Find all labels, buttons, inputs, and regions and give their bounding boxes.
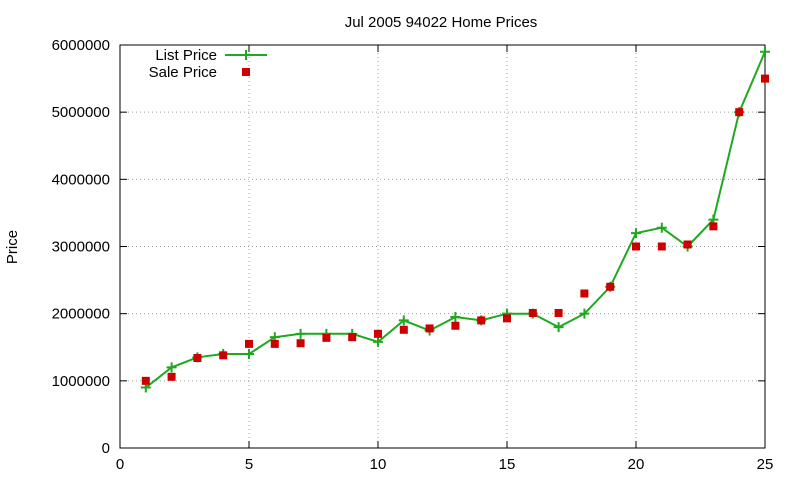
sale-price-point [735, 108, 744, 117]
sale-price-point [451, 321, 460, 330]
sale-price-point [761, 74, 769, 83]
sale-price-point [709, 222, 718, 231]
sale-price-point [167, 372, 176, 381]
list-price-point [579, 308, 590, 319]
sale-price-point [683, 240, 692, 249]
y-tick-label: 4000000 [52, 171, 110, 188]
sale-price-point [322, 333, 331, 342]
sale-price-point [296, 339, 305, 348]
legend-plus-swatch [241, 50, 251, 60]
list-price-point [244, 348, 254, 359]
list-price-point [760, 46, 770, 57]
sale-price-point [193, 353, 202, 362]
x-tick-label: 0 [116, 456, 124, 473]
y-tick-label: 0 [102, 440, 110, 457]
x-tick-label: 5 [245, 456, 253, 473]
sale-price-point [554, 308, 563, 317]
list-price-point [373, 336, 383, 347]
sale-price-point [632, 242, 640, 251]
series-layer [140, 46, 770, 393]
x-tick-label: 15 [499, 456, 516, 473]
legend-square-swatch [242, 68, 250, 76]
sale-price-point [374, 329, 382, 338]
y-tick-label: 1000000 [52, 373, 110, 390]
legend-label: Sale Price [149, 64, 217, 81]
list-price-point [450, 312, 461, 323]
sale-price-point [425, 324, 434, 333]
y-axis-label: Price [4, 230, 21, 264]
chart-title: Jul 2005 94022 Home Prices [345, 14, 538, 31]
x-tick-label: 10 [370, 456, 387, 473]
sale-price-point [477, 316, 486, 325]
ticks-layer: 0 1000000 2000000 3000000 4000000 5000000 6000… [52, 37, 774, 473]
y-tick-label: 5000000 [52, 104, 110, 121]
list-price-point [656, 222, 667, 233]
y-tick-label: 2000000 [52, 306, 110, 323]
sale-price-point [245, 339, 253, 348]
sale-price-point [399, 325, 408, 334]
list-price-point [166, 362, 177, 373]
sale-price-point [270, 339, 279, 348]
y-tick-label: 6000000 [52, 37, 110, 54]
sale-price-point [606, 282, 615, 291]
sale-price-point [580, 289, 589, 298]
list-price-point [631, 228, 641, 239]
sale-price-point [528, 308, 537, 317]
grid-layer [120, 45, 765, 448]
legend-label: List Price [155, 47, 217, 64]
sale-price-point [503, 314, 511, 323]
y-tick-label: 3000000 [52, 239, 110, 256]
sale-price-point [348, 333, 357, 342]
x-tick-label: 20 [628, 456, 645, 473]
list-price-point [553, 322, 564, 333]
sale-price-point [141, 376, 150, 385]
sale-price-point [657, 242, 666, 251]
list-price-point [398, 315, 409, 326]
sale-price-point [219, 351, 228, 360]
list-price-point [295, 328, 306, 339]
series-line-list-price [145, 51, 766, 389]
x-tick-label: 25 [757, 456, 774, 473]
